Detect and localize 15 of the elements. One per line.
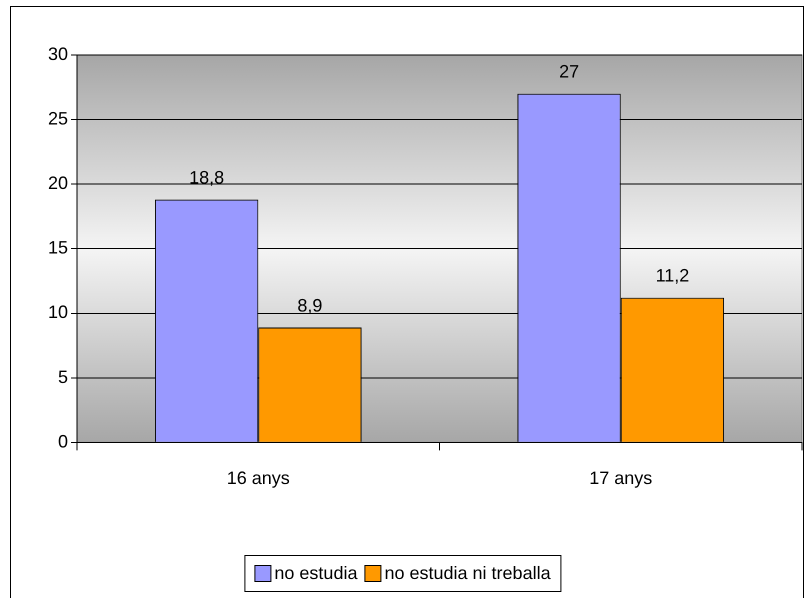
legend-label: no estudia [274,563,358,584]
y-tick-label: 25 [48,108,68,129]
x-tick-label: 17 anys [589,468,652,488]
data-label: 11,2 [656,266,690,286]
data-label: 27 [559,62,580,82]
y-tick-label: 20 [48,173,68,194]
data-label: 18,8 [189,168,224,188]
legend-label: no estudia ni treballa [384,563,551,584]
y-tick-label: 10 [48,302,68,322]
y-tick-label: 15 [48,238,68,258]
y-tick-label: 5 [58,366,68,387]
x-tick-label: 16 anys [226,468,290,488]
y-tick-label: 0 [58,431,68,452]
y-tick-label: 30 [48,44,68,64]
data-label: 8,9 [297,295,322,316]
